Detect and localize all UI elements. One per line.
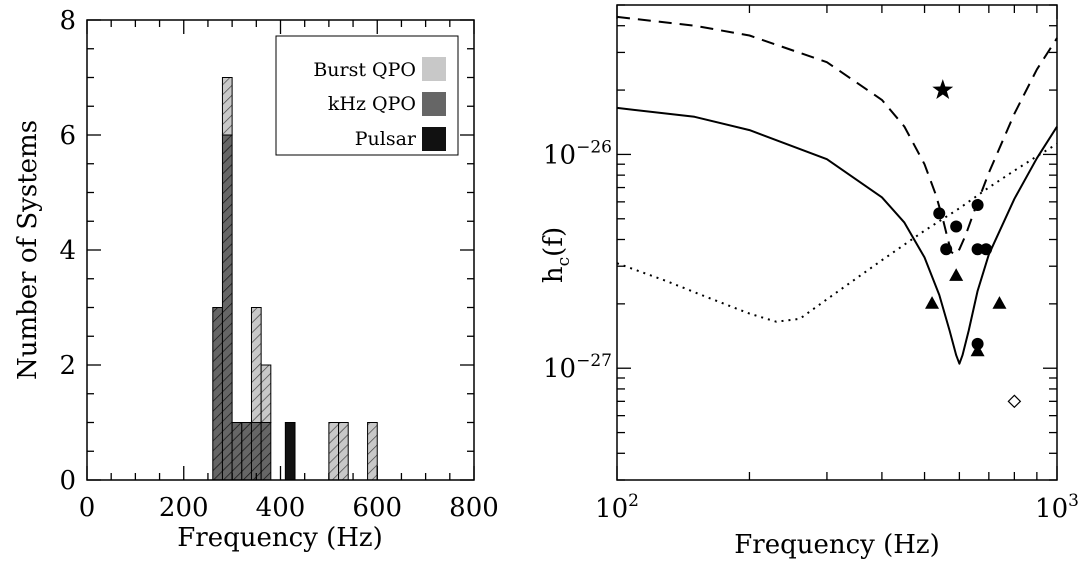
strain-y-tick-label-m26-base: 10 — [543, 140, 576, 170]
hist-y-tick-label-8: 8 — [59, 6, 76, 36]
strain-y-axis-title-main: h — [539, 266, 569, 283]
strain-x-tick-label-100: 102 — [595, 491, 639, 524]
strain-y-tick-label-m26-exponent: −26 — [576, 137, 612, 157]
bar-burst-qpo-520 — [338, 422, 349, 481]
histogram-tick-labels: 0 200 400 600 800 0 2 4 6 8 — [59, 6, 498, 523]
triangle-point-0 — [925, 296, 940, 309]
strain-x-tick-label-1000-base: 10 — [1035, 494, 1068, 524]
star-point-0 — [932, 79, 954, 99]
strain-curves — [616, 15, 1058, 365]
hist-x-tick-label-200: 200 — [159, 493, 209, 523]
hist-y-tick-label-0: 0 — [59, 466, 76, 496]
strain-ticks — [616, 4, 1058, 481]
circle-point-1 — [940, 243, 953, 256]
bar-pulsar-410 — [284, 422, 296, 481]
bar-burst-qpo-500 — [328, 422, 340, 481]
histogram-x-axis-title: Frequency (Hz) — [177, 523, 383, 553]
legend-swatch-burst-qpo — [422, 57, 446, 81]
legend-label-burst-qpo: Burst QPO — [313, 59, 416, 81]
legend-label-pulsar: Pulsar — [355, 128, 417, 150]
hist-y-tick-label-2: 2 — [59, 351, 76, 381]
bar-burst-qpo-580 — [367, 422, 378, 481]
hist-x-tick-label-600: 600 — [352, 493, 402, 523]
curve-solid — [616, 106, 1058, 365]
curve-dashed — [616, 15, 1058, 256]
strain-y-tick-label-m26: 10−26 — [543, 137, 612, 170]
hist-y-tick-label-4: 4 — [59, 236, 76, 266]
strain-x-axis-title: Frequency (Hz) — [734, 530, 940, 560]
legend-label-khz-qpo: kHz QPO — [328, 93, 416, 115]
strain-x-tick-label-100-exponent: 2 — [628, 491, 639, 511]
strain-y-axis-title-tail: (f) — [539, 227, 569, 257]
strain-x-tick-label-1000-exponent: 3 — [1068, 491, 1079, 511]
hist-y-tick-label-6: 6 — [59, 121, 76, 151]
histogram-bars — [212, 77, 378, 481]
strain-y-axis-title: hc(f) — [539, 227, 574, 283]
triangle-point-2 — [992, 296, 1007, 309]
circle-point-0 — [933, 207, 946, 220]
curve-dotted — [616, 143, 1058, 323]
strain-y-tick-label-m27: 10−27 — [543, 351, 612, 384]
strain-y-tick-label-m27-base: 10 — [543, 354, 576, 384]
strain-y-axis-title-sub: c — [554, 257, 574, 267]
histogram-y-axis-title: Number of Systems — [13, 120, 43, 380]
legend-swatch-pulsar — [422, 127, 446, 151]
triangle-point-1 — [949, 268, 964, 281]
bar-khz-qpo-360 — [260, 422, 272, 481]
histogram-panel: 0 200 400 600 800 0 2 4 6 8 Frequency (Hz) Number… — [13, 6, 499, 553]
bar-khz-qpo-340 — [250, 422, 262, 481]
legend-swatch-khz-qpo — [422, 92, 446, 116]
hist-x-tick-label-0: 0 — [79, 493, 96, 523]
bar-khz-qpo-280 — [221, 134, 233, 481]
bar-khz-qpo-260 — [212, 307, 223, 481]
bar-khz-qpo-320 — [241, 422, 252, 481]
hist-x-tick-label-400: 400 — [256, 493, 306, 523]
strain-x-tick-label-1000: 103 — [1035, 491, 1079, 524]
strain-points — [925, 79, 1022, 409]
strain-plot-clip — [616, 15, 1058, 365]
circle-point-5 — [980, 243, 993, 256]
triangle-point-3 — [970, 343, 985, 357]
circle-point-3 — [971, 199, 984, 212]
histogram-legend: Burst QPO kHz QPO Pulsar — [275, 35, 459, 156]
bar-burst-qpo-340 — [250, 307, 262, 423]
bar-burst-qpo-280 — [221, 77, 233, 136]
strain-x-tick-label-100-base: 10 — [595, 494, 628, 524]
strain-y-tick-label-m27-exponent: −27 — [576, 351, 612, 371]
histogram-ticks — [86, 19, 475, 481]
strain-plot-frame — [616, 4, 1058, 481]
circle-point-2 — [950, 220, 963, 233]
bar-burst-qpo-360 — [260, 364, 272, 423]
bar-khz-qpo-300 — [231, 422, 243, 481]
circle-point-4 — [971, 243, 984, 256]
diamond-point-0 — [1007, 394, 1022, 409]
hist-x-tick-label-800: 800 — [449, 493, 499, 523]
